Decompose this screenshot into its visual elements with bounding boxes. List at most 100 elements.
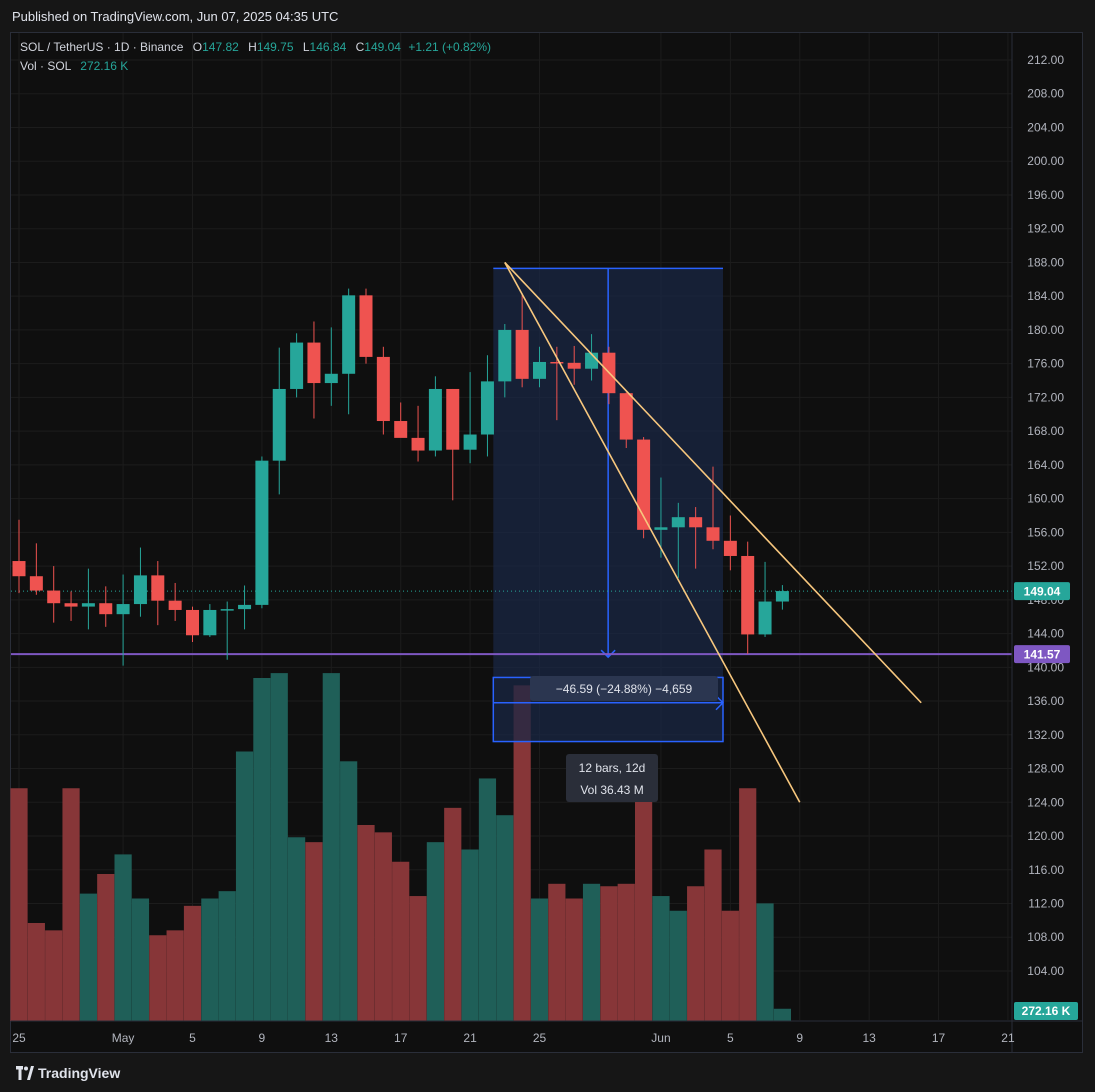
candle-body xyxy=(446,388,460,450)
y-tick-label: 160.00 xyxy=(1027,492,1064,506)
x-tick-label: 17 xyxy=(394,1031,408,1045)
y-tick-label: 172.00 xyxy=(1027,390,1064,404)
candle-body xyxy=(498,329,512,382)
y-tick-label: 132.00 xyxy=(1027,728,1064,742)
volume-bar xyxy=(721,910,739,1021)
volume-bar xyxy=(496,815,514,1021)
y-tick-label: 192.00 xyxy=(1027,222,1064,236)
volume-bar xyxy=(114,854,132,1021)
volume-bar xyxy=(704,849,722,1021)
y-tick-label: 204.00 xyxy=(1027,120,1064,134)
x-tick-label: 13 xyxy=(325,1031,339,1045)
volume-bar xyxy=(617,883,635,1021)
candle-body xyxy=(99,603,113,615)
candle-body xyxy=(29,576,43,591)
candle-body xyxy=(741,555,755,635)
y-tick-label: 180.00 xyxy=(1027,323,1064,337)
published-bar: Published on TradingView.com, Jun 07, 20… xyxy=(0,0,1095,32)
volume-bar xyxy=(652,896,670,1021)
measure-bars-label: 12 bars, 12d xyxy=(579,761,646,775)
candle-body xyxy=(619,393,633,440)
volume-bar xyxy=(97,874,115,1021)
time-axis[interactable]: 25 May 5 9 13 17 21 25 Jun 5 9 13 17 21 xyxy=(11,1020,1083,1045)
volume-bar xyxy=(669,910,687,1021)
candle-body xyxy=(775,591,789,602)
legend-low: 146.84 xyxy=(309,40,347,54)
y-tick-label: 124.00 xyxy=(1027,795,1064,809)
y-tick-label: 200.00 xyxy=(1027,154,1064,168)
last-price-label: 149.04 xyxy=(1024,585,1061,599)
legend-open: 147.82 xyxy=(202,40,239,54)
y-tick-label: 208.00 xyxy=(1027,87,1064,101)
y-tick-label: 184.00 xyxy=(1027,289,1064,303)
candle-body xyxy=(290,342,304,389)
y-tick-label: 120.00 xyxy=(1027,829,1064,843)
candle-body xyxy=(480,381,494,435)
volume-bar xyxy=(183,905,202,1021)
legend-close-label: C xyxy=(355,40,365,54)
y-tick-label: 140.00 xyxy=(1027,660,1064,674)
volume-bar xyxy=(739,788,757,1021)
legend-low-label: L xyxy=(302,40,310,54)
volume-bar xyxy=(426,842,444,1021)
candle-body xyxy=(654,527,668,530)
trendlines[interactable] xyxy=(504,261,922,803)
volume-bar xyxy=(166,930,184,1021)
support-price-label-bg xyxy=(1014,645,1070,664)
legend-symbol[interactable]: SOL / TetherUS · 1D · Binance xyxy=(20,40,184,54)
volume-bar xyxy=(548,883,566,1021)
volume-bar xyxy=(149,935,167,1021)
candle-body xyxy=(12,561,26,577)
volume-bar xyxy=(45,930,63,1021)
x-tick-label: 25 xyxy=(12,1031,26,1045)
support-line[interactable] xyxy=(11,590,1012,656)
candle-body xyxy=(133,575,147,605)
price-axis[interactable]: 212.00 208.00 204.00 200.00 196.00 192.00 188.… xyxy=(1011,33,1078,1052)
volume-bar xyxy=(357,825,375,1021)
candle-body xyxy=(515,329,529,379)
candle-body xyxy=(671,517,685,528)
volume-bar xyxy=(270,673,288,1021)
footer: TradingView xyxy=(0,1056,1095,1092)
candle-body xyxy=(533,361,546,379)
volume-tag-bg xyxy=(1014,1002,1078,1020)
tradingview-icon xyxy=(16,1066,34,1080)
legend: SOL / TetherUS · 1D · Binance O147.82 H1… xyxy=(20,38,491,76)
legend-price-row: SOL / TetherUS · 1D · Binance O147.82 H1… xyxy=(20,38,491,57)
candle-body xyxy=(116,604,130,615)
legend-vol-value: 272.16 K xyxy=(80,59,129,73)
volume-bar xyxy=(773,1008,791,1021)
candle-body xyxy=(47,590,61,604)
y-tick-label: 168.00 xyxy=(1027,424,1064,438)
volume-bar xyxy=(288,837,306,1021)
volume-bar xyxy=(530,898,549,1021)
volume-bar xyxy=(478,778,497,1021)
volume-tag: 272.16 K xyxy=(1022,1004,1071,1018)
legend-vol-label[interactable]: Vol · SOL xyxy=(20,59,71,73)
trendline xyxy=(504,261,922,704)
volume-bar xyxy=(79,893,97,1021)
candle-body xyxy=(186,609,199,636)
tradingview-logo[interactable]: TradingView xyxy=(16,1065,120,1081)
y-tick-label: 104.00 xyxy=(1027,964,1064,978)
measure-vol-label: Vol 36.43 M xyxy=(580,783,643,797)
volume-bar xyxy=(10,788,28,1021)
candle-body xyxy=(376,356,390,422)
candle-body xyxy=(168,600,182,610)
candle-body xyxy=(411,437,425,451)
x-tick-label: 13 xyxy=(862,1031,876,1045)
legend-change: +1.21 (+0.82%) xyxy=(408,40,492,54)
x-tick-label: 9 xyxy=(796,1031,803,1045)
volume-bar xyxy=(253,678,271,1021)
volume-bar xyxy=(201,898,219,1021)
y-tick-label: 136.00 xyxy=(1027,694,1064,708)
x-tick-label: Jun xyxy=(651,1031,670,1045)
volume-bar xyxy=(756,903,774,1021)
candle-body xyxy=(394,421,408,438)
x-tick-label: 25 xyxy=(533,1031,547,1045)
candle-body xyxy=(307,342,321,384)
candle-body xyxy=(324,373,338,384)
y-tick-label: 156.00 xyxy=(1027,525,1064,539)
measure-range[interactable] xyxy=(492,267,725,743)
